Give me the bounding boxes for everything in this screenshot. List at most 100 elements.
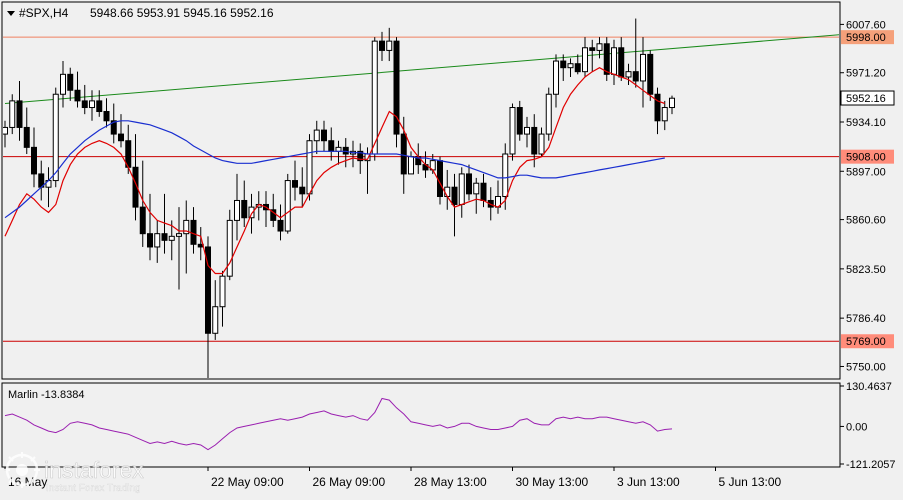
candle [357, 143, 364, 174]
candle-body [545, 93, 552, 135]
dropdown-triangle-icon[interactable] [7, 11, 15, 16]
logo-rays-icon [4, 452, 40, 488]
candle [292, 160, 298, 201]
candle-body [400, 133, 407, 175]
candle [226, 209, 233, 281]
price-panel-frame [1, 1, 841, 380]
candle-body [219, 275, 226, 308]
candle-body [3, 126, 8, 135]
candle-body [640, 53, 646, 82]
candle [553, 54, 559, 108]
price-tick-label: 6007.60 [846, 19, 886, 31]
candle [110, 103, 117, 144]
candle [299, 167, 306, 208]
candle-body [386, 40, 393, 51]
candle-body [342, 146, 349, 155]
candle [560, 54, 567, 81]
ma-blue-line [4, 120, 665, 219]
candle [451, 173, 458, 237]
candle [270, 193, 277, 228]
trendline [4, 34, 839, 105]
candle [132, 134, 139, 221]
candle-body [393, 40, 400, 135]
candle [176, 207, 182, 290]
candle-body [67, 73, 74, 91]
candle-body [669, 97, 675, 109]
candle-body [582, 47, 588, 73]
candle [74, 71, 81, 108]
candle [205, 236, 211, 378]
candle [502, 143, 509, 210]
candle [574, 54, 581, 75]
candle-body [81, 100, 88, 109]
candle-body [161, 233, 168, 241]
candle-body [190, 219, 197, 245]
candle [16, 80, 23, 141]
candle [531, 114, 538, 168]
price-plot-area [3, 18, 839, 378]
ohlc-values: 5948.66 5953.91 5945.16 5952.16 [90, 6, 274, 20]
candle-body [248, 206, 255, 219]
candle-body [589, 47, 596, 51]
price-tick-label: 5897.00 [846, 166, 886, 178]
candle [516, 100, 523, 141]
candle-body [212, 306, 219, 334]
candle-body [313, 129, 320, 142]
candle-body [567, 63, 574, 69]
candle-body [444, 186, 451, 197]
candle-body [154, 233, 161, 248]
candle-body [110, 120, 117, 135]
candle-body [531, 126, 538, 155]
ma-red-line [4, 67, 666, 275]
candle-body [603, 43, 610, 75]
osc-tick-label: -121.2057 [846, 459, 896, 471]
time-tick-label: 22 May 09:00 [211, 475, 284, 489]
candle [219, 270, 226, 327]
candle-body [574, 63, 581, 73]
candle [545, 87, 552, 141]
candle-body [118, 133, 124, 142]
time-tick-label: 26 May 09:00 [313, 475, 386, 489]
candle-body [625, 71, 632, 78]
osc-tick-label: 130.4637 [846, 381, 892, 393]
time-tick-label: 28 May 13:00 [414, 475, 487, 489]
candle [625, 63, 632, 85]
candle-body [284, 180, 291, 232]
candle-body [321, 129, 327, 142]
candle [118, 114, 124, 148]
candle-body [60, 73, 66, 95]
candle-body [31, 146, 37, 175]
candle-body [357, 150, 364, 162]
candle-body [654, 93, 661, 122]
candle [9, 94, 16, 135]
level-badge-label: 5998.00 [846, 32, 886, 44]
level-badge [841, 30, 894, 45]
candle-body [596, 43, 603, 51]
candlestick-series [3, 18, 675, 378]
candle [168, 220, 175, 261]
candle [52, 87, 59, 188]
candle-body [618, 47, 625, 78]
candle-body [277, 219, 284, 232]
candle [647, 50, 654, 101]
candle [654, 87, 661, 135]
candle-body [270, 209, 277, 221]
candle [183, 200, 190, 274]
price-tick-label: 5934.10 [846, 117, 886, 129]
candle-body [560, 60, 567, 69]
candle-body [132, 166, 139, 208]
candle [234, 173, 240, 241]
level-badge-label: 5769.00 [846, 336, 886, 348]
candle [31, 127, 37, 188]
indicator-panel-frame [1, 382, 841, 468]
candle-body [16, 100, 23, 128]
candle-body [611, 47, 617, 75]
candle-body [103, 111, 110, 122]
candle [393, 37, 400, 148]
candle-body [451, 186, 458, 205]
candle-body [647, 53, 654, 95]
time-axis: 16 May 22 May 09:00 26 May 09:00 28 May 13:… [4, 467, 782, 489]
marlin-line [4, 397, 673, 451]
candle [96, 90, 103, 117]
price-tick-label: 5971.20 [846, 68, 886, 80]
